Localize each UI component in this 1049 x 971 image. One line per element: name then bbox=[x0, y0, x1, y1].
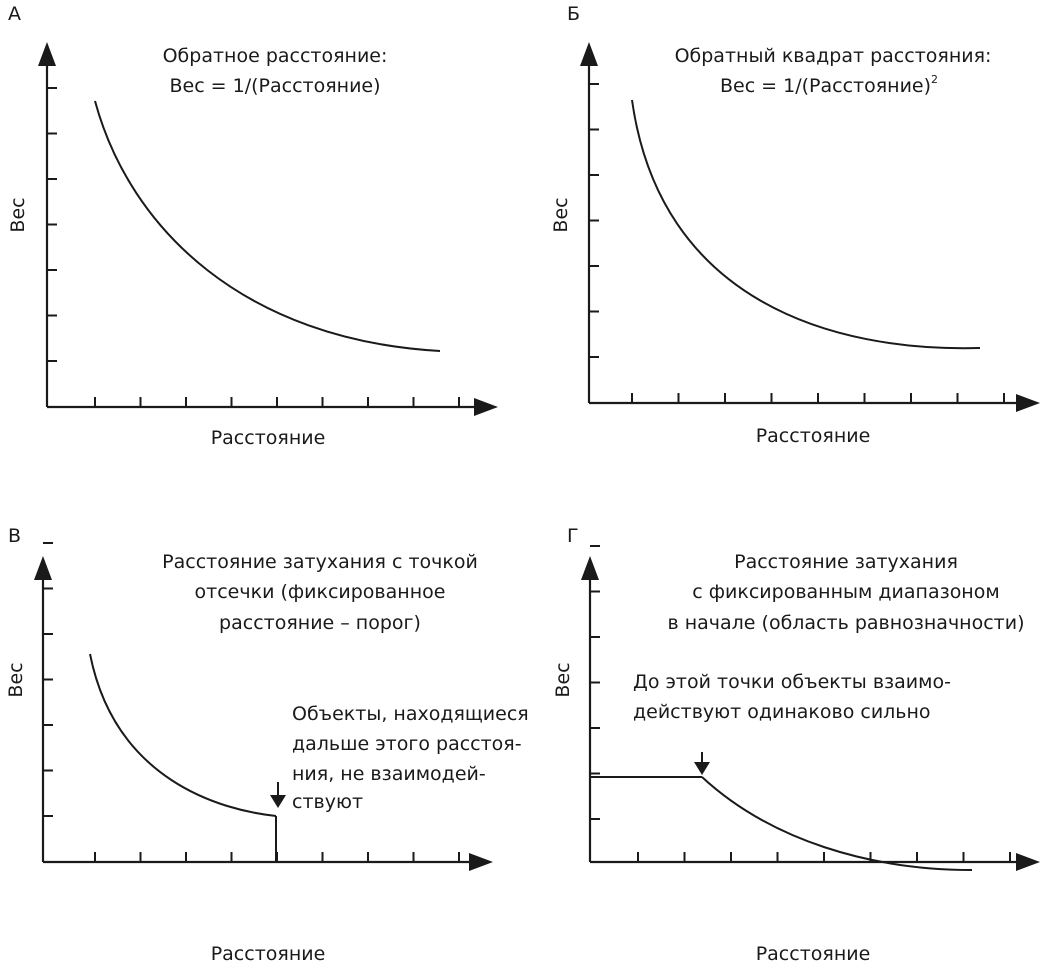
panel-a-y-label: Вес bbox=[7, 197, 29, 232]
panel-c-title-line-1: Расстояние затухания с точкой bbox=[162, 551, 478, 573]
panel-a-curve bbox=[94, 100, 441, 352]
panel-d-ticks bbox=[590, 545, 1011, 862]
panel-b-x-arrow bbox=[1016, 394, 1040, 412]
panel-c-pointer-arrow bbox=[270, 795, 286, 808]
panel-b-ticks bbox=[589, 83, 1005, 403]
panel-d-title-line-2: с фиксированным диапазоном bbox=[692, 581, 999, 603]
panel-c-y-label: Вес bbox=[5, 662, 27, 697]
panel-c-ticks bbox=[43, 542, 460, 862]
panel-a-letter: А bbox=[8, 3, 21, 25]
panel-c-annotation-line-2: дальше этого расстоя- bbox=[292, 733, 522, 755]
panel-d-x-arrow bbox=[1016, 853, 1040, 871]
panel-c-y-arrow bbox=[34, 556, 52, 580]
panel-c-curve bbox=[89, 653, 277, 817]
panel-c-title-line-3: расстояние – порог) bbox=[219, 612, 421, 634]
panel-b-letter: Б bbox=[567, 3, 580, 25]
panel-b-y-label: Вес bbox=[550, 197, 572, 232]
panel-d-title-line-1: Расстояние затухания bbox=[734, 551, 958, 573]
panel-c-title-line-2: отсечки (фиксированное bbox=[195, 581, 446, 603]
panel-d-x-label: Расстояние bbox=[756, 943, 871, 965]
panel-d-pointer-arrow bbox=[694, 762, 710, 775]
panel-a-ticks bbox=[47, 87, 460, 407]
panel-b-y-arrow bbox=[580, 42, 598, 66]
panel-a-title-line-2: Вес = 1/(Расстояние) bbox=[169, 75, 380, 97]
panel-b-title-line-2: Вес = 1/(Расстояние)2 bbox=[720, 73, 938, 97]
panel-d-title-line-3: в начале (область равнозначности) bbox=[667, 612, 1024, 634]
panel-c-annotation-line-3: ния, не взаимодей- bbox=[292, 763, 486, 785]
panel-c-annotation-line-1: Объекты, находящиеся bbox=[292, 703, 529, 725]
panel-d: Г Расстояние затухания с фиксированным д… bbox=[552, 525, 1040, 965]
panel-c: В Расстояние затухания с точкой отсечки … bbox=[5, 525, 529, 965]
panel-d-annotation-line-2: действуют одинаково сильно bbox=[633, 701, 931, 723]
panel-a-x-label: Расстояние bbox=[211, 427, 326, 449]
panel-d-curve bbox=[701, 776, 973, 871]
panel-c-x-label: Расстояние bbox=[211, 943, 326, 965]
panel-d-annotation-line-1: До этой точки объекты взаимо- bbox=[633, 671, 951, 693]
panel-a-x-arrow bbox=[474, 398, 498, 416]
panel-c-annotation-line-4: ствуют bbox=[292, 791, 363, 813]
panel-d-y-arrow bbox=[581, 556, 599, 580]
panel-c-x-arrow bbox=[469, 853, 493, 871]
panel-b-curve bbox=[631, 99, 981, 350]
panel-b-title-line-1: Обратный квадрат расстояния: bbox=[675, 45, 992, 67]
panel-c-letter: В bbox=[8, 525, 21, 547]
panel-d-y-label: Вес bbox=[552, 662, 574, 697]
panel-b-x-label: Расстояние bbox=[756, 425, 871, 447]
panel-a-title-line-1: Обратное расстояние: bbox=[163, 45, 388, 67]
panel-a: А Обратное расстояние: Вес = 1/(Расстоян… bbox=[7, 3, 498, 449]
panel-d-letter: Г bbox=[567, 525, 579, 547]
panel-a-y-arrow bbox=[38, 42, 56, 66]
panel-b: Б Обратный квадрат расстояния: Вес = 1/(… bbox=[550, 3, 1040, 447]
